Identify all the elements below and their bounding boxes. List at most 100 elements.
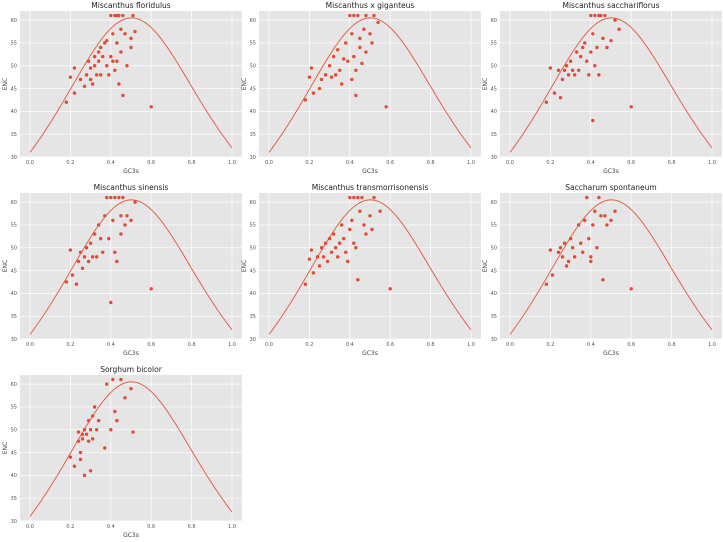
scatter-point xyxy=(572,255,577,259)
scatter-point xyxy=(68,75,73,79)
y-axis-label: ENC xyxy=(482,260,489,272)
scatter-point xyxy=(319,246,324,250)
y-tick-label: 45 xyxy=(250,86,256,92)
scatter-point xyxy=(76,430,81,434)
scatter-point xyxy=(117,82,121,86)
scatter-point xyxy=(329,75,334,79)
expected-enc-curve xyxy=(509,17,713,153)
expected-enc-curve xyxy=(509,199,713,335)
y-axis-label: ENC xyxy=(2,78,9,90)
y-tick-label: 60 xyxy=(11,200,17,206)
scatter-point xyxy=(103,446,107,450)
scatter-point xyxy=(581,45,585,50)
scatter-point xyxy=(364,50,368,54)
scatter-point xyxy=(113,250,117,255)
panel-title: Miscanthus x giganteus xyxy=(326,1,415,10)
x-axis-label: GC3s xyxy=(362,168,378,175)
scatter-point xyxy=(129,386,133,391)
scatter-point xyxy=(568,59,573,63)
y-tick-label: 40 xyxy=(11,109,17,115)
scatter-point xyxy=(84,432,89,437)
plot-area xyxy=(500,11,722,157)
y-tick-label: 35 xyxy=(491,314,497,320)
x-tick-label: 0.6 xyxy=(627,160,635,166)
scatter-point xyxy=(333,73,338,77)
scatter-point xyxy=(605,223,609,227)
y-tick-label: 30 xyxy=(11,337,17,343)
panel-3: 0.0 0.2 0.4 0.6 0.8 1.0 30 35 40 45 50 55 60 Miscanth… xyxy=(482,1,722,175)
y-axis-label: ENC xyxy=(241,78,248,90)
y-tick-label: 55 xyxy=(250,223,256,229)
scatter-point xyxy=(358,36,362,41)
scatter-point xyxy=(603,13,607,18)
scatter-point xyxy=(335,48,340,52)
scatter-point xyxy=(327,64,332,68)
scatter-point xyxy=(609,218,613,223)
y-tick-label: 30 xyxy=(491,337,497,343)
x-tick-label: 1.0 xyxy=(467,160,475,166)
scatter-point xyxy=(350,77,354,82)
scatter-point xyxy=(544,100,549,104)
scatter-point xyxy=(88,469,93,473)
scatter-point xyxy=(372,13,376,18)
scatter-point xyxy=(96,59,101,63)
scatter-point xyxy=(115,59,119,63)
scatter-point xyxy=(64,100,69,104)
x-tick-label: 0.6 xyxy=(386,342,394,348)
scatter-point xyxy=(562,68,567,73)
scatter-point xyxy=(591,118,595,123)
panel-title: Miscanthus sacchariflorus xyxy=(563,1,660,10)
scatter-point xyxy=(342,57,346,61)
scatter-point xyxy=(82,84,87,88)
scatter-point xyxy=(119,50,123,54)
x-axis-label: GC3s xyxy=(362,350,378,357)
scatter-point xyxy=(587,236,591,241)
expected-enc-curve xyxy=(29,17,233,153)
y-tick-label: 40 xyxy=(250,291,256,297)
scatter-point xyxy=(591,32,595,36)
scatter-point xyxy=(601,277,605,282)
scatter-point xyxy=(111,32,115,36)
y-tick-label: 35 xyxy=(11,496,17,502)
x-tick-label: 0.4 xyxy=(346,342,354,348)
y-tick-label: 50 xyxy=(11,428,17,434)
scatter-point xyxy=(581,250,585,255)
scatter-point xyxy=(117,195,121,200)
y-axis-label: ENC xyxy=(2,260,9,272)
scatter-point xyxy=(323,73,328,77)
x-tick-label: 0.0 xyxy=(506,342,514,348)
scatter-point xyxy=(82,473,87,478)
x-tick-label: 0.6 xyxy=(386,160,394,166)
scatter-point xyxy=(115,41,119,45)
scatter-point xyxy=(595,45,599,50)
y-tick-label: 35 xyxy=(11,132,17,138)
scatter-point xyxy=(323,241,328,245)
scatter-point xyxy=(544,282,549,286)
x-tick-label: 0.8 xyxy=(188,524,196,530)
panel-7: 0.0 0.2 0.4 0.6 0.8 1.0 30 35 40 45 50 55 60 Sorghum … xyxy=(2,365,242,539)
x-axis-label: GC3s xyxy=(603,350,619,357)
scatter-point xyxy=(105,38,109,43)
scatter-point xyxy=(572,73,577,77)
scatter-point xyxy=(587,73,591,77)
scatter-point xyxy=(149,105,153,109)
scatter-point xyxy=(119,214,123,218)
scatter-point xyxy=(576,68,581,73)
scatter-point xyxy=(86,439,91,443)
scatter-point xyxy=(603,214,607,218)
scatter-point xyxy=(370,41,374,45)
x-tick-label: 0.0 xyxy=(26,160,34,166)
expected-enc-curve xyxy=(29,381,233,517)
scatter-point xyxy=(348,227,352,232)
scatter-point xyxy=(64,280,69,284)
scatter-point xyxy=(593,13,597,18)
scatter-point xyxy=(589,50,593,54)
scatter-point xyxy=(92,232,97,236)
y-tick-label: 35 xyxy=(11,314,17,320)
scatter-point xyxy=(111,218,115,223)
scatter-point xyxy=(90,414,95,418)
scatter-point xyxy=(115,418,119,423)
y-tick-label: 40 xyxy=(491,109,497,115)
scatter-point xyxy=(568,236,573,241)
scatter-point xyxy=(109,195,113,200)
